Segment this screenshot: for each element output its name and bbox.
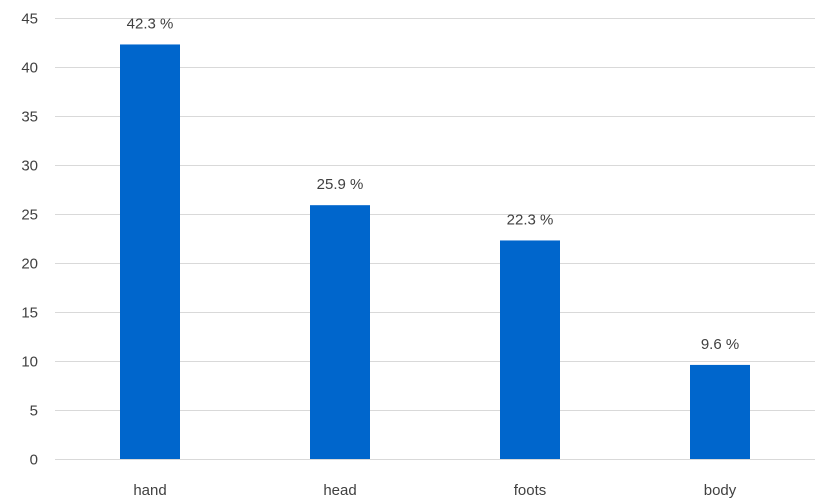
y-tick-label: 20 bbox=[21, 256, 38, 273]
category-label-body: body bbox=[704, 482, 737, 499]
data-label-foots: 22.3 % bbox=[507, 211, 554, 228]
y-tick-label: 40 bbox=[21, 60, 38, 77]
y-tick-label: 30 bbox=[21, 158, 38, 175]
y-tick-label: 15 bbox=[21, 305, 38, 322]
y-tick-label: 10 bbox=[21, 354, 38, 371]
y-tick-label: 25 bbox=[21, 207, 38, 224]
gridlines bbox=[55, 18, 815, 460]
data-label-body: 9.6 % bbox=[701, 336, 739, 353]
category-label-foots: foots bbox=[514, 482, 547, 499]
bar-head bbox=[310, 205, 370, 459]
bar-hand bbox=[120, 44, 180, 460]
y-tick-label: 5 bbox=[30, 403, 38, 420]
x-axis-category-labels: hand head foots body bbox=[133, 482, 736, 499]
y-axis-tick-labels: 0 5 10 15 20 25 30 35 40 45 bbox=[21, 11, 38, 469]
y-tick-label: 35 bbox=[21, 109, 38, 126]
y-tick-label: 45 bbox=[21, 11, 38, 28]
data-label-hand: 42.3 % bbox=[127, 15, 174, 32]
data-label-head: 25.9 % bbox=[317, 176, 364, 193]
bars bbox=[120, 44, 750, 460]
bar-body bbox=[690, 364, 750, 459]
bar-foots bbox=[500, 240, 560, 459]
y-tick-label: 0 bbox=[30, 452, 38, 469]
category-label-head: head bbox=[323, 482, 356, 499]
data-labels: 42.3 % 25.9 % 22.3 % 9.6 % bbox=[127, 15, 740, 352]
category-label-hand: hand bbox=[133, 482, 166, 499]
